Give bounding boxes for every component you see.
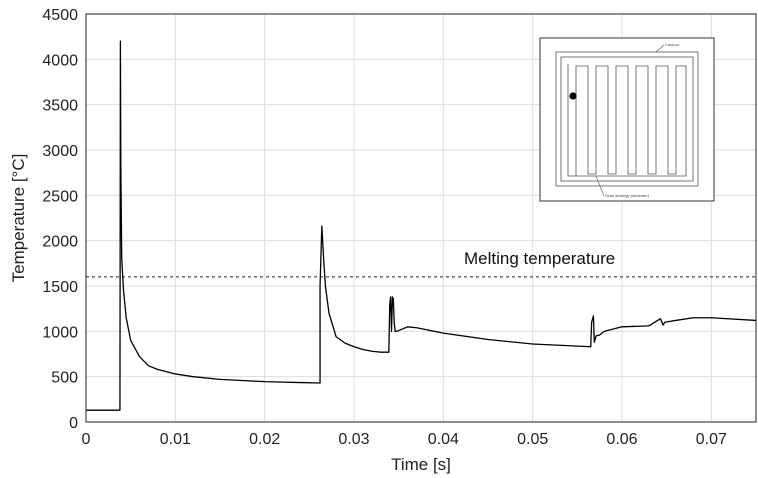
inset-contour-outer: [555, 51, 699, 187]
x-tick-label: 0.05: [517, 431, 548, 448]
inset-frame: [539, 37, 715, 202]
inset-scan-label: Scan strategy (meander): [605, 193, 650, 198]
x-tick-label: 0.02: [249, 431, 280, 448]
inset-measurement-point: [569, 92, 577, 100]
temperature-series-line: [86, 40, 757, 411]
y-tick-label: 3500: [42, 98, 78, 115]
x-tick-label: 0.07: [696, 431, 727, 448]
y-tick-label: 500: [51, 370, 78, 387]
y-tick-label: 2500: [42, 188, 78, 205]
plot-frame: [85, 13, 757, 423]
y-tick-label: 1000: [42, 324, 78, 341]
inset-meander-path: [567, 64, 687, 177]
inset-contour-inner: [560, 56, 694, 182]
y-tick-label: 4000: [42, 52, 78, 69]
inset-contour-label: Contour: [665, 42, 680, 47]
y-tick-label: 1500: [42, 279, 78, 296]
inset-contour-leader: [655, 44, 665, 53]
inset-scan-leader: [595, 175, 605, 197]
melting-temperature-annotation: Melting temperature: [464, 249, 615, 268]
x-tick-label: 0: [82, 431, 91, 448]
inset-diagram: Contour Scan strategy (meander): [539, 37, 715, 202]
x-tick-labels: 0 0.01 0.02 0.03 0.04 0.05 0.06 0.07: [82, 431, 727, 448]
x-axis-label: Time [s]: [391, 455, 451, 474]
y-tick-label: 3000: [42, 143, 78, 160]
y-tick-label: 2000: [42, 234, 78, 251]
x-tick-label: 0.01: [160, 431, 191, 448]
y-axis-label: Temperature [°C]: [9, 154, 28, 283]
y-tick-label: 4500: [42, 7, 78, 24]
x-tick-label: 0.03: [338, 431, 369, 448]
y-tick-label: 0: [69, 415, 78, 432]
x-tick-label: 0.04: [428, 431, 459, 448]
y-tick-labels: 0 500 1000 1500 2000 2500 3000 3500 4000 4500: [42, 7, 78, 432]
series-group: [86, 40, 757, 411]
x-tick-label: 0.06: [606, 431, 637, 448]
